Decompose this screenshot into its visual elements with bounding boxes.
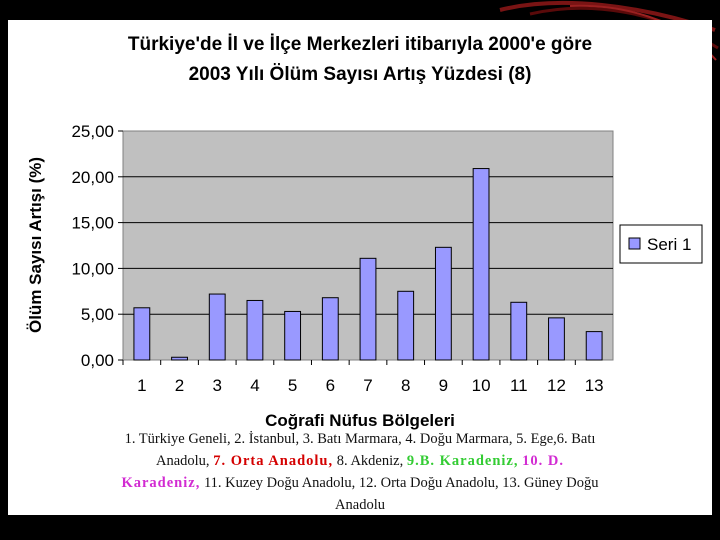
bar-5 <box>284 310 302 361</box>
caption-highlight-d-karadeniz: 10. D. Karadeniz, <box>121 453 564 491</box>
x-tick-label: 4 <box>250 376 259 395</box>
legend: Seri 1 <box>619 224 703 264</box>
bar-10 <box>472 168 490 361</box>
x-tick-label: 1 <box>137 376 146 395</box>
caption-text-1: 1. Türkiye Geneli, 2. İstanbul, 3. Batı … <box>124 431 596 469</box>
bar-11 <box>510 301 528 361</box>
caption-text-3: 11. Kuzey Doğu Anadolu, 12. Orta Doğu An… <box>200 475 599 513</box>
bar-9 <box>434 246 452 361</box>
x-tick-label: 8 <box>401 376 410 395</box>
x-tick-label: 6 <box>326 376 335 395</box>
x-tick-label: 2 <box>175 376 184 395</box>
x-tick-label: 5 <box>288 376 297 395</box>
y-tick-label: 25,00 <box>71 122 114 141</box>
y-tick-label: 0,00 <box>81 351 114 370</box>
y-axis-ticks: 0,00 5,00 10,00 15,00 20,00 25,00 <box>71 122 123 370</box>
chart-title-line-1: Türkiye'de İl ve İlçe Merkezleri itibarı… <box>128 34 592 55</box>
x-tick-label: 13 <box>585 376 604 395</box>
y-tick-label: 10,00 <box>71 259 114 278</box>
y-tick-label: 15,00 <box>71 214 114 233</box>
bar-4 <box>246 299 264 361</box>
caption-text-2: 8. Akdeniz, <box>333 453 407 469</box>
bars <box>133 168 603 361</box>
x-tick-label: 7 <box>363 376 372 395</box>
legend-label: Seri 1 <box>647 235 691 254</box>
chart-title-line-2: 2003 Yılı Ölüm Sayısı Artış Yüzdesi (8) <box>189 64 532 85</box>
x-tick-label: 9 <box>439 376 448 395</box>
bar-13 <box>585 331 603 361</box>
bar-6 <box>321 297 339 361</box>
caption-highlight-orta-anadolu: 7. Orta Anadolu, <box>213 453 334 469</box>
bar-12 <box>548 317 565 361</box>
legend-swatch <box>628 237 641 250</box>
x-axis-ticks: 1 2 3 4 5 6 7 8 9 10 11 12 13 <box>122 360 604 395</box>
x-tick-label: 10 <box>472 376 491 395</box>
x-axis-title: Coğrafi Nüfus Bölgeleri <box>265 411 455 430</box>
x-tick-label: 3 <box>212 376 221 395</box>
bar-8 <box>397 290 415 361</box>
x-tick-label: 11 <box>510 376 528 395</box>
y-axis-title: Ölüm Sayısı Artışı (%) <box>26 157 45 333</box>
bar-chart: Türkiye'de İl ve İlçe Merkezleri itibarı… <box>26 34 703 430</box>
chart-panel: Türkiye'de İl ve İlçe Merkezleri itibarı… <box>8 20 712 515</box>
x-tick-label: 12 <box>547 376 566 395</box>
region-caption: 1. Türkiye Geneli, 2. İstanbul, 3. Batı … <box>120 428 600 516</box>
caption-highlight-b-karadeniz: 9.B. Karadeniz, <box>406 453 519 469</box>
bar-3 <box>208 293 226 361</box>
y-tick-label: 5,00 <box>81 305 114 324</box>
bar-7 <box>359 257 377 361</box>
grid-lines <box>123 176 613 315</box>
y-tick-label: 20,00 <box>71 168 114 187</box>
bar-2 <box>171 356 188 361</box>
bar-1 <box>133 307 151 361</box>
